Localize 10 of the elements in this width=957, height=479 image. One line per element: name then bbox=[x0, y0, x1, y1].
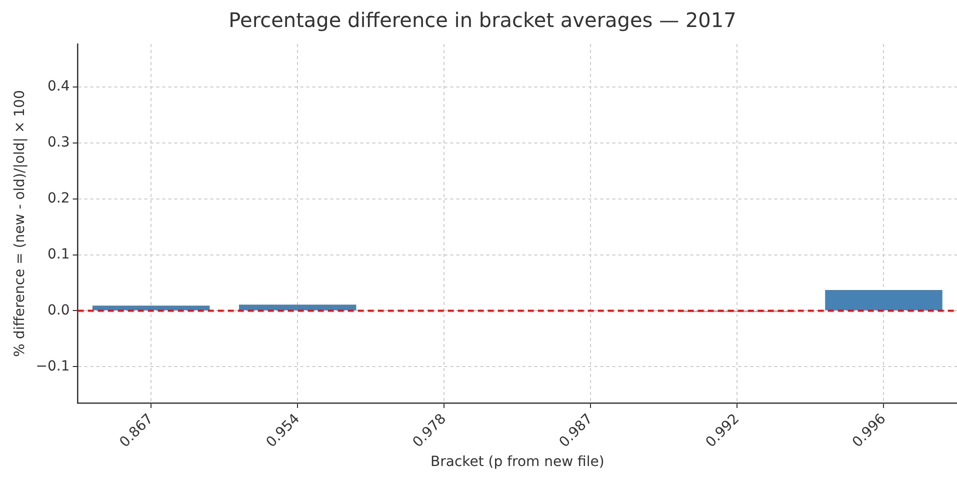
y-tick-label: 0.0 bbox=[48, 302, 70, 318]
y-tick-label: 0.3 bbox=[48, 134, 70, 151]
y-tick-label: 0.1 bbox=[48, 246, 70, 262]
y-axis-title: % difference = (new - old)/|old| × 100 bbox=[12, 90, 28, 357]
y-tick-label: −0.1 bbox=[36, 358, 70, 374]
chart-title: Percentage difference in bracket averages — 2017 bbox=[228, 8, 736, 32]
y-tick-label: 0.2 bbox=[48, 190, 70, 207]
bar bbox=[825, 290, 942, 310]
x-axis-title: Bracket (p from new file) bbox=[430, 454, 604, 470]
y-tick-label: 0.4 bbox=[48, 78, 70, 95]
